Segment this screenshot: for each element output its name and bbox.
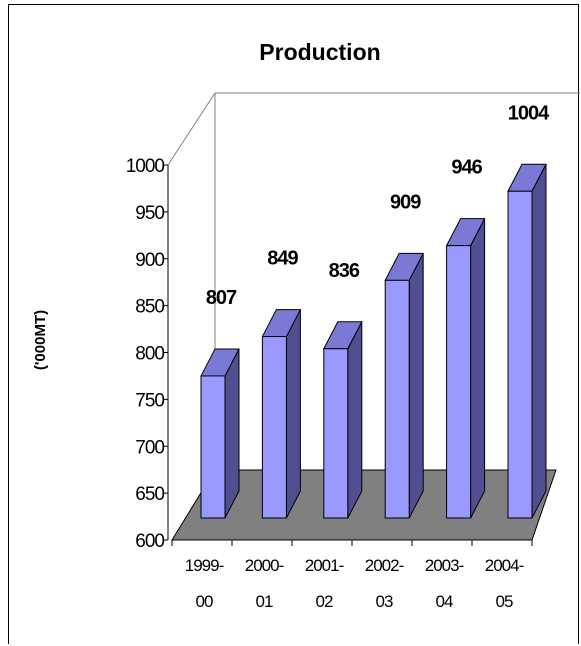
bar-front — [384, 279, 410, 519]
y-tick-label: 1000 — [126, 156, 165, 177]
bar — [200, 348, 240, 519]
data-labels: 807 849 836 909 946 1004 — [206, 102, 551, 309]
data-label: 1004 — [508, 102, 550, 124]
x-tick-label: 2004-05 — [485, 556, 524, 611]
y-tick-label: 700 — [135, 437, 164, 458]
x-tick-label: 2002-03 — [365, 556, 404, 611]
bar-front — [261, 336, 287, 519]
bar — [507, 163, 547, 519]
bar-front — [446, 245, 472, 519]
y-axis: 600 650 700 750 800 850 900 950 1000 — [126, 156, 169, 552]
bar-side — [470, 218, 486, 519]
bar — [445, 218, 486, 519]
y-tick-label: 650 — [135, 484, 164, 505]
bar-front — [200, 375, 226, 519]
y-axis-label: ('000MT) — [32, 310, 49, 370]
data-label: 807 — [206, 287, 237, 309]
chart-title: Production — [259, 39, 380, 65]
x-axis: 1999-00 2000-01 2001-02 2002-03 2003-04 2004-… — [171, 539, 533, 611]
data-label: 849 — [267, 248, 298, 270]
x-tick-label: 2001-02 — [305, 556, 344, 611]
bar-side — [408, 253, 424, 519]
bar — [322, 321, 363, 519]
bar — [261, 309, 302, 519]
bar-front — [323, 348, 349, 519]
y-tick-label: 750 — [135, 390, 164, 411]
bar-side — [347, 321, 363, 519]
y-tick-label: 950 — [135, 203, 164, 224]
data-label: 946 — [451, 157, 482, 179]
y-tick-label: 800 — [135, 344, 164, 365]
bars — [200, 163, 547, 519]
bar-side — [224, 348, 240, 519]
y-tick-label: 900 — [135, 250, 164, 271]
x-tick-label: 2000-01 — [245, 556, 284, 611]
bar-side — [531, 164, 547, 519]
y-tick-label: 600 — [135, 531, 164, 552]
bar — [384, 252, 425, 519]
x-tick-label: 2003-04 — [425, 556, 464, 611]
x-tick-label: 1999-00 — [185, 556, 224, 611]
chart-frame — [8, 4, 579, 644]
bar-side — [285, 309, 301, 519]
y-tick-label: 850 — [135, 297, 164, 318]
data-label: 909 — [390, 191, 421, 213]
bar-front — [507, 190, 533, 519]
data-label: 836 — [329, 260, 360, 282]
